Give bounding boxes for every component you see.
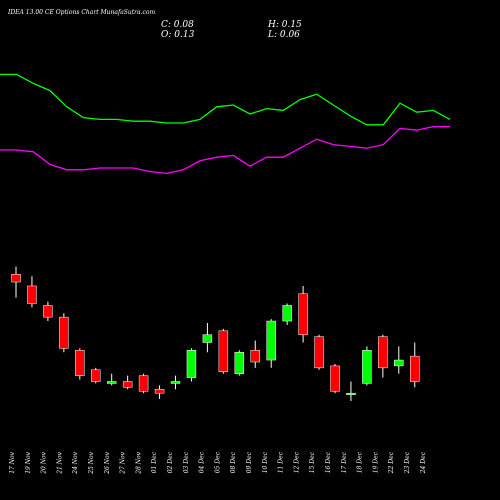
candle [91, 367, 101, 384]
candle-body [282, 305, 292, 322]
series-line-2 [0, 125, 450, 175]
candle-body [91, 369, 101, 382]
x-tick-label: 20 Nov [41, 451, 48, 474]
candle [378, 334, 388, 378]
x-tick-label: 17 Dec [341, 451, 348, 473]
x-tick-label: 03 Dec [183, 451, 190, 473]
x-tick-label: 17 Nov [9, 451, 16, 473]
candle [362, 346, 372, 386]
candle [330, 363, 340, 394]
candle-body [410, 355, 420, 382]
candle-body [250, 350, 260, 363]
candle [11, 266, 21, 298]
candle-body [202, 334, 213, 343]
x-tick-label: 11 Dec [278, 451, 285, 473]
x-tick-label: 09 Dec [246, 451, 253, 473]
x-tick-label: 23 Dec [404, 451, 411, 474]
candle [394, 346, 404, 374]
low-value: L: 0.06 [268, 30, 300, 40]
candle [266, 319, 276, 368]
x-tick-label: 24 Nov [72, 451, 79, 474]
candle-body [330, 365, 340, 392]
candle-body [138, 375, 149, 392]
candle-body [106, 381, 117, 384]
candle [106, 373, 117, 386]
candle [154, 385, 165, 400]
candle [282, 303, 292, 325]
x-tick-label: 02 Dec [167, 451, 174, 473]
candle-body [154, 389, 165, 394]
x-tick-label: 19 Nov [25, 451, 32, 473]
moving-average-lines [0, 73, 451, 175]
series-line-1 [0, 73, 451, 126]
candle-body [218, 330, 229, 372]
x-tick-label: 12 Dec [293, 451, 300, 473]
candle [122, 375, 133, 390]
candle-body [27, 285, 37, 304]
x-tick-label: 15 Dec [309, 451, 316, 473]
x-tick-label: 10 Dec [262, 451, 269, 473]
candle-body [378, 336, 388, 369]
x-tick-label: 19 Dec [372, 451, 379, 473]
x-tick-label: 05 Dec [214, 451, 221, 473]
x-tick-label: 08 Dec [230, 451, 237, 473]
candle-body [266, 320, 276, 361]
candle-body [394, 359, 404, 367]
candle-body [186, 350, 197, 378]
candle-body [234, 352, 245, 374]
candle [346, 381, 356, 401]
x-tick-label: 21 Nov [56, 451, 63, 474]
candle-body [75, 350, 85, 376]
x-tick-label: 01 Dec [151, 451, 158, 473]
candle [186, 348, 197, 382]
candle [410, 342, 420, 388]
x-tick-label: 28 Nov [135, 451, 142, 474]
candle [250, 340, 260, 368]
x-tick-label: 04 Dec [199, 451, 206, 473]
x-tick-label: 25 Nov [88, 451, 95, 474]
x-tick-label: 16 Dec [325, 451, 332, 473]
candle-body [43, 305, 53, 318]
candle-body [170, 381, 181, 384]
candle-body [59, 316, 69, 349]
open-value: O: 0.13 [161, 30, 195, 40]
candle-body [346, 392, 356, 395]
x-tick-label: 24 Dec [420, 451, 427, 474]
x-tick-label: 18 Dec [357, 451, 364, 473]
candle [43, 301, 53, 322]
candle [298, 285, 308, 343]
candle-body [314, 336, 324, 369]
candle [170, 375, 181, 390]
x-tick-label: 27 Nov [120, 451, 127, 474]
x-tick-label: 26 Nov [104, 451, 111, 474]
candle-body [11, 274, 21, 283]
candle [314, 334, 324, 370]
x-axis-tick-labels: 17 Nov 19 Nov 20 Nov 21 Nov 24 Nov 25 Nov 26 N… [9, 451, 427, 474]
candle-body [362, 350, 372, 384]
x-tick-label: 22 Dec [388, 451, 395, 474]
candle [218, 328, 229, 374]
candle-body [122, 381, 133, 388]
candle [59, 313, 69, 353]
chart-title: IDEA 13.00 CE Options Chart MunafaSutra.… [8, 9, 156, 16]
high-value: H: 0.15 [268, 20, 302, 30]
candle [75, 348, 85, 380]
candle [202, 323, 213, 353]
candle-body [298, 293, 308, 335]
close-value: C: 0.08 [161, 20, 194, 30]
candle [27, 276, 37, 308]
candle [138, 373, 149, 394]
candle [234, 350, 245, 376]
candlestick-series [11, 266, 420, 401]
